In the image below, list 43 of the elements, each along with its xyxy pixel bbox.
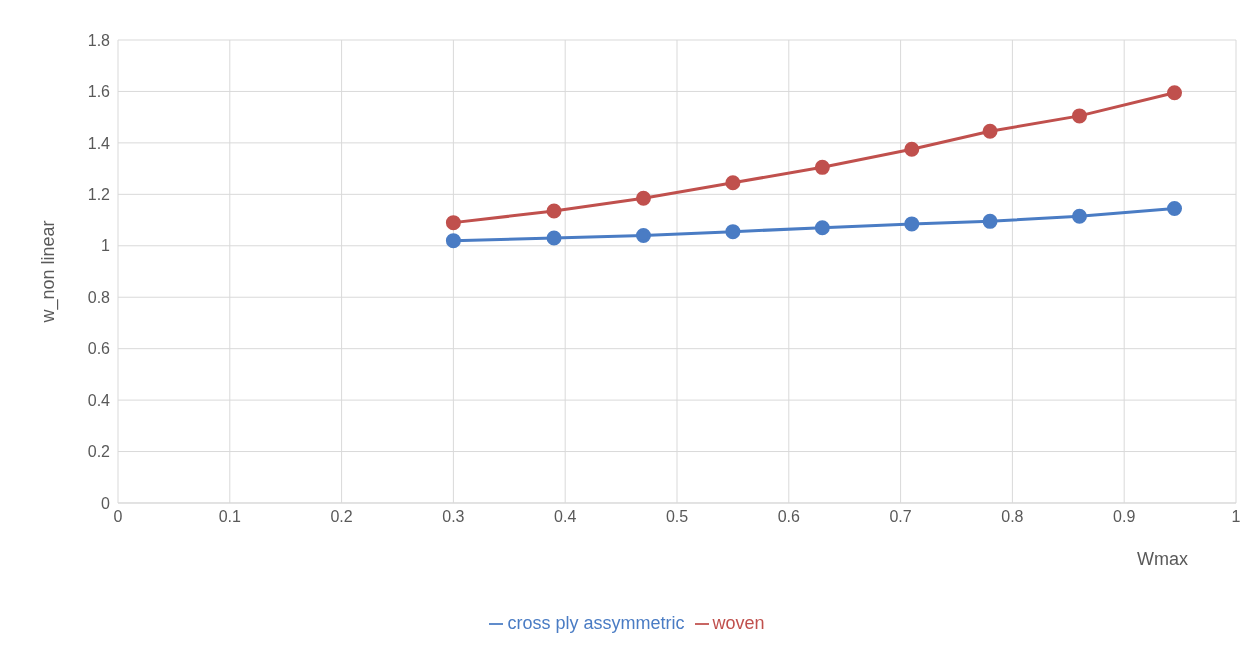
point — [1167, 200, 1183, 216]
y-tick-label: 1.6 — [87, 83, 111, 101]
point — [635, 190, 651, 206]
point — [635, 227, 651, 243]
point — [982, 123, 998, 139]
y-tick-label: 0 — [101, 494, 111, 512]
point — [814, 220, 830, 236]
y-tick-label: 1.8 — [87, 31, 111, 49]
x-tick-label: 0.1 — [218, 508, 242, 526]
point — [725, 224, 741, 240]
y-tick-label: 0.6 — [87, 340, 111, 358]
y-tick-label: 0.2 — [87, 443, 111, 461]
point — [904, 216, 920, 232]
x-tick-label: 0.5 — [665, 508, 689, 526]
point — [814, 159, 830, 175]
x-tick-label: 0 — [113, 508, 123, 526]
point — [1167, 85, 1183, 101]
y-tick-label: 1.4 — [87, 134, 111, 152]
x-tick-label: 0.7 — [889, 508, 912, 526]
legend-label: woven — [712, 613, 765, 633]
x-tick-label: 0.3 — [442, 508, 465, 526]
legend-label: cross ply assymmetric — [507, 613, 685, 633]
y-tick-label: 1.2 — [87, 186, 111, 204]
x-tick-label: 1 — [1231, 508, 1241, 526]
y-tick-label: 1 — [101, 237, 111, 255]
point — [1071, 208, 1087, 224]
x-tick-label: 0.2 — [330, 508, 353, 526]
point — [982, 213, 998, 229]
point — [1071, 108, 1087, 124]
y-tick-label: 0.4 — [87, 391, 111, 409]
point — [725, 175, 741, 191]
point — [546, 203, 562, 219]
x-tick-label: 0.9 — [1113, 508, 1136, 526]
point — [445, 215, 461, 231]
y-axis-title: w_non linear — [38, 220, 60, 324]
x-tick-label: 0.8 — [1001, 508, 1024, 526]
point — [904, 141, 920, 157]
x-axis-title: Wmax — [1137, 549, 1188, 569]
x-tick-label: 0.6 — [777, 508, 801, 526]
point — [445, 233, 461, 249]
x-tick-label: 0.4 — [554, 508, 577, 526]
point — [546, 230, 562, 246]
y-tick-label: 0.8 — [87, 288, 111, 306]
